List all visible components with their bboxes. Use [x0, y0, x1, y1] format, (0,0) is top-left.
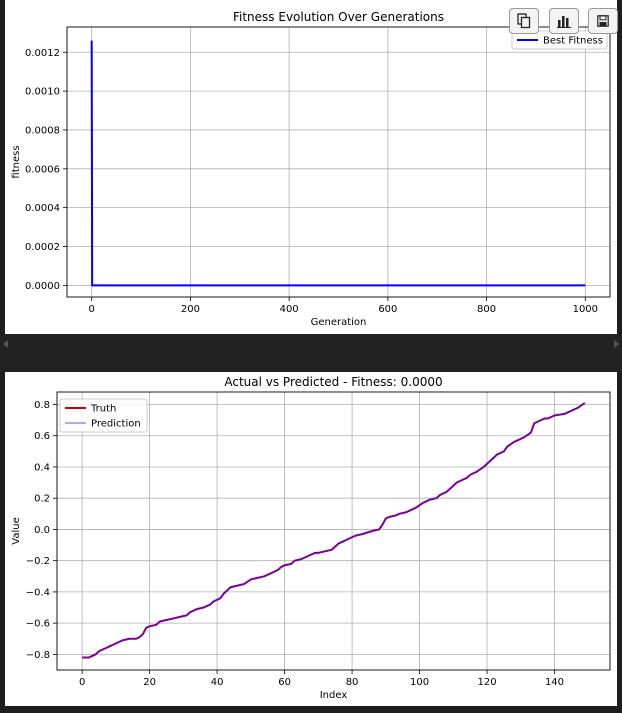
x-tick-label: 20 [143, 677, 156, 688]
y-tick-label: 0.0010 [25, 87, 60, 98]
y-tick-label: 0.0004 [25, 203, 60, 214]
x-tick-label: 600 [378, 304, 397, 315]
y-tick-label: 0.4 [34, 462, 50, 473]
x-tick-label: 40 [211, 677, 224, 688]
y-tick-label: 0.2 [34, 494, 50, 505]
x-tick-label: 200 [181, 304, 200, 315]
y-tick-label: 0.0006 [25, 164, 60, 175]
legend-label: Prediction [91, 419, 141, 430]
legend-label: Best Fitness [543, 36, 603, 47]
x-axis-label: Index [320, 690, 348, 701]
y-tick-label: −0.8 [26, 650, 50, 661]
x-tick-label: 1000 [573, 304, 598, 315]
bar-chart-button[interactable] [549, 8, 579, 34]
copy-icon [517, 13, 531, 29]
series-line-best-fitness [90, 40, 586, 287]
output-separator [0, 334, 622, 372]
y-axis-label: fitness [11, 145, 22, 178]
legend-label: Truth [90, 404, 116, 415]
save-icon [597, 15, 609, 27]
y-tick-label: 0.0000 [25, 281, 60, 292]
plot-frame [56, 391, 611, 671]
truth-prediction-line [82, 402, 586, 659]
copy-button[interactable] [509, 8, 539, 34]
y-tick-label: −0.4 [26, 587, 50, 598]
y-tick-label: 0.0 [34, 525, 50, 536]
y-tick-label: 0.6 [34, 431, 50, 442]
y-tick-label: 0.0008 [25, 125, 60, 136]
x-axis-label: Generation [311, 317, 367, 328]
x-tick-label: 80 [346, 677, 359, 688]
x-tick-label: 0 [79, 677, 85, 688]
y-tick-label: −0.6 [26, 619, 50, 630]
scroll-right-icon[interactable] [614, 340, 619, 348]
chart-title: Fitness Evolution Over Generations [233, 10, 444, 24]
fitness-chart-panel: 0 200 400 600 800 1000 0.0000 0.0002 0.0004 0.000… [5, 0, 617, 334]
fitness-chart: 0 200 400 600 800 1000 0.0000 0.0002 0.0004 0.000… [11, 10, 611, 328]
y-tick-label: 0.8 [34, 400, 50, 411]
chart-title: Actual vs Predicted - Fitness: 0.0000 [224, 375, 442, 389]
y-tick-label: 0.0012 [25, 48, 60, 59]
prediction-chart: 0 20 40 60 80 100 120 140 −0.8 −0.6 −0.4 −0.2 0.0 0.2… [11, 375, 611, 701]
bar-chart-icon [557, 16, 571, 28]
y-axis-label: Value [11, 517, 22, 544]
x-tick-label: 60 [278, 677, 291, 688]
x-tick-label: 120 [477, 677, 496, 688]
x-tick-label: 400 [280, 304, 299, 315]
save-button[interactable] [588, 8, 618, 34]
x-tick-label: 140 [545, 677, 564, 688]
prediction-chart-panel: 0 20 40 60 80 100 120 140 −0.8 −0.6 −0.4 −0.2 0.0 0.2… [5, 372, 617, 706]
x-tick-label: 100 [410, 677, 429, 688]
y-tick-label: 0.0002 [25, 242, 60, 253]
x-tick-label: 800 [477, 304, 496, 315]
scroll-left-icon[interactable] [3, 340, 8, 348]
x-tick-label: 0 [88, 304, 94, 315]
y-tick-label: −0.2 [26, 556, 50, 567]
plot-frame [66, 26, 611, 298]
